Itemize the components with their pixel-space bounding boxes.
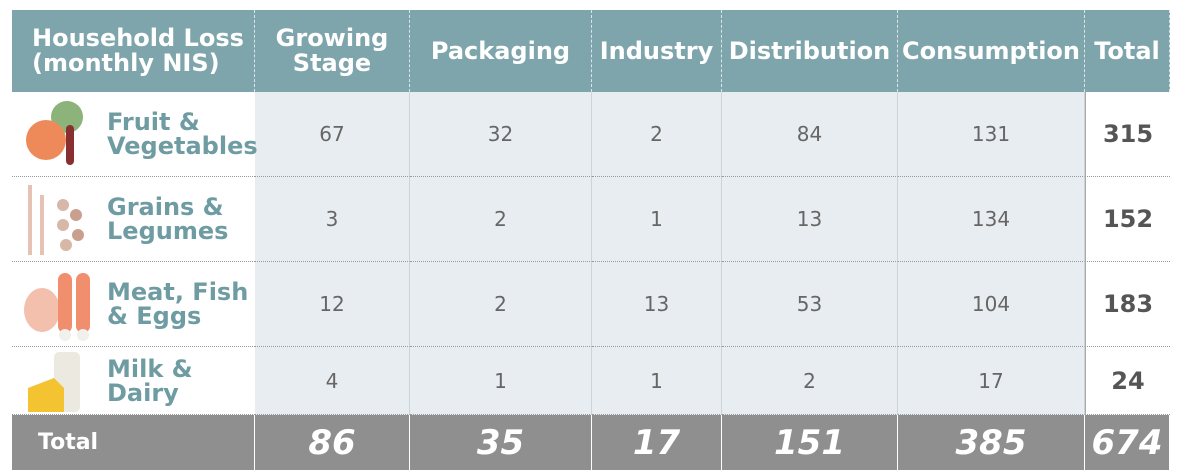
value-cell: 13 — [592, 262, 722, 347]
value-cell: 17 — [898, 347, 1085, 415]
value-cell: 2 — [592, 92, 722, 177]
header-cell: Total — [1085, 10, 1170, 92]
dairy-icon — [24, 348, 86, 414]
value-cell: 4 — [255, 347, 410, 415]
value-cell: 2 — [722, 347, 898, 415]
fruit-icon — [22, 95, 92, 170]
row-total: 315 — [1085, 92, 1170, 177]
value-cell: 1 — [410, 347, 592, 415]
value-cell: 84 — [722, 92, 898, 177]
value-cell: 12 — [255, 262, 410, 347]
header-cell: Consumption — [898, 10, 1085, 92]
footer-value: 385 — [898, 415, 1085, 470]
table: 674385151173586Total24172114Milk & Dairy… — [0, 0, 1177, 470]
footer-value: 17 — [592, 415, 722, 470]
value-cell: 2 — [410, 177, 592, 262]
footer-value: 35 — [410, 415, 592, 470]
row-total: 24 — [1085, 347, 1170, 415]
value-cell: 1 — [592, 347, 722, 415]
header-cell: Household Loss (monthly NIS) — [12, 10, 255, 92]
value-cell: 2 — [410, 262, 592, 347]
value-cell: 3 — [255, 177, 410, 262]
grains-icon — [18, 180, 93, 258]
footer-label: Total — [12, 415, 255, 470]
value-cell: 13 — [722, 177, 898, 262]
value-cell: 32 — [410, 92, 592, 177]
value-cell: 53 — [722, 262, 898, 347]
value-cell: 67 — [255, 92, 410, 177]
value-cell: 131 — [898, 92, 1085, 177]
header-cell: Industry — [592, 10, 722, 92]
value-cell: 134 — [898, 177, 1085, 262]
footer-value: 151 — [722, 415, 898, 470]
header-cell: Growing Stage — [255, 10, 410, 92]
header-cell: Distribution — [722, 10, 898, 92]
footer-value: 86 — [255, 415, 410, 470]
value-cell: 104 — [898, 262, 1085, 347]
header-cell: Packaging — [410, 10, 592, 92]
row-total: 183 — [1085, 262, 1170, 347]
footer-total: 674 — [1085, 415, 1170, 470]
row-total: 152 — [1085, 177, 1170, 262]
meat-icon — [20, 265, 95, 343]
value-cell: 1 — [592, 177, 722, 262]
